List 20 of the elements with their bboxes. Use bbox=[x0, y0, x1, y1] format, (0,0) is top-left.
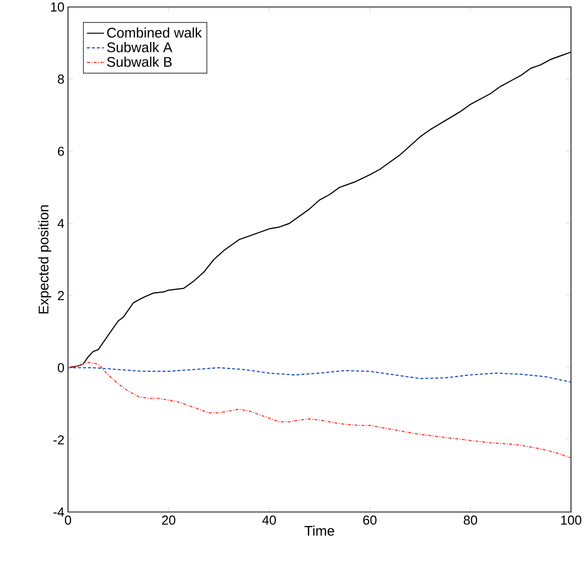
x-tick-label: 60 bbox=[363, 516, 377, 525]
x-tick-label: 40 bbox=[262, 516, 276, 525]
y-tick-label: 8 bbox=[58, 74, 64, 84]
y-tick-label: 0 bbox=[58, 363, 64, 372]
legend-label: Combined walk bbox=[107, 27, 202, 38]
legend-label: Subwalk A bbox=[107, 42, 172, 52]
y-tick-label: 2 bbox=[58, 291, 64, 300]
y-tick-label: 10 bbox=[51, 2, 64, 12]
legend-label: Subwalk B bbox=[107, 56, 172, 67]
line-series bbox=[68, 367, 572, 383]
x-tick-label: 20 bbox=[162, 516, 176, 525]
y-axis-title: Expected position bbox=[38, 205, 52, 314]
y-tick-label: -2 bbox=[54, 435, 64, 444]
y-tick-label: 6 bbox=[58, 146, 64, 156]
x-tick-label: 0 bbox=[64, 516, 72, 525]
y-tick-label: -4 bbox=[54, 508, 64, 516]
y-tick-label: 4 bbox=[58, 218, 64, 228]
x-axis-title: Time bbox=[304, 526, 334, 536]
x-tick-label: 80 bbox=[464, 516, 478, 525]
x-tick-label: 100 bbox=[561, 516, 582, 525]
